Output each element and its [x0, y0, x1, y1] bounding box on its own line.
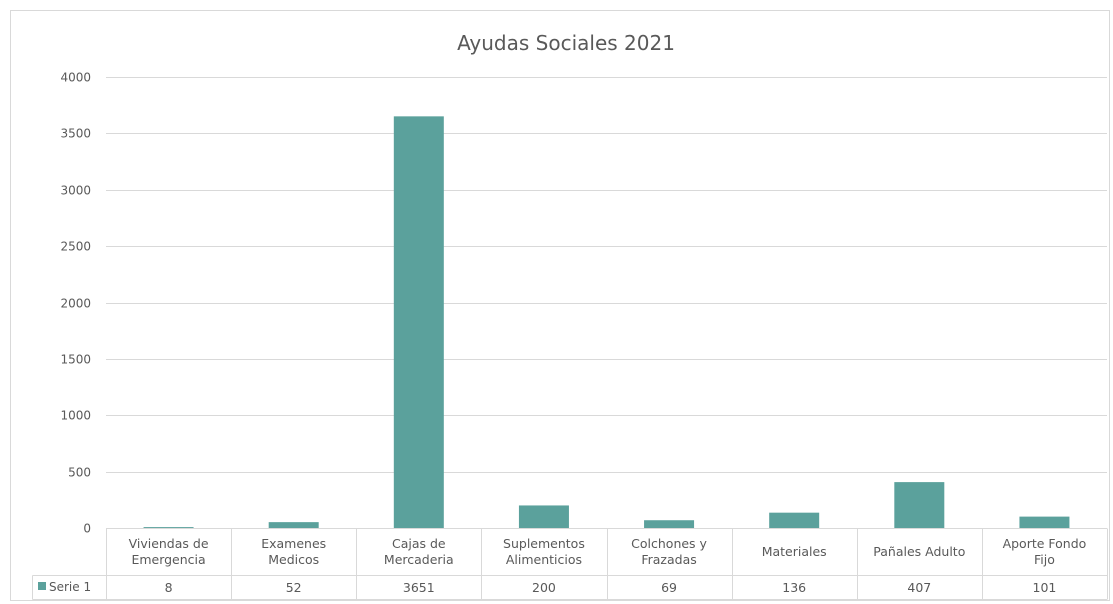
x-category-label: Cajas de	[392, 536, 446, 551]
legend-swatch	[38, 582, 46, 590]
x-category-label: Pañales Adulto	[873, 544, 965, 559]
x-category-label: Mercaderia	[384, 552, 454, 567]
x-category-label: Frazadas	[641, 552, 696, 567]
data-table-value: 69	[661, 580, 677, 595]
data-table-value: 200	[532, 580, 556, 595]
chart-title: Ayudas Sociales 2021	[457, 31, 675, 55]
bar	[518, 505, 569, 528]
x-category-label: Viviendas de	[129, 536, 209, 551]
bar	[143, 527, 194, 528]
data-table-value: 101	[1033, 580, 1057, 595]
data-table-value: 52	[286, 580, 302, 595]
grid-layer	[106, 77, 1107, 473]
y-tick-label: 1000	[60, 409, 91, 423]
x-category-label: Aporte Fondo	[1003, 536, 1087, 551]
x-category-label: Materiales	[762, 544, 827, 559]
x-category-label: Examenes	[261, 536, 326, 551]
bars	[143, 116, 1070, 529]
bar	[393, 116, 444, 529]
bar	[894, 482, 945, 528]
y-tick-label: 2000	[60, 297, 91, 311]
data-table-value: 8	[165, 580, 173, 595]
data-table-value: 3651	[403, 580, 435, 595]
data-table-value: 136	[782, 580, 806, 595]
bar	[1019, 516, 1070, 528]
bar	[644, 520, 695, 528]
y-tick-label: 3500	[60, 127, 91, 141]
y-tick-label: 1500	[60, 353, 91, 367]
data-table-value: 407	[907, 580, 931, 595]
x-category-label: Colchones y	[631, 536, 707, 551]
y-tick-label: 4000	[60, 71, 91, 85]
bar	[268, 522, 319, 528]
legend-series-label: Serie 1	[49, 580, 91, 594]
x-category-label: Suplementos	[503, 536, 585, 551]
x-category-label: Emergencia	[131, 552, 205, 567]
y-tick-label: 500	[68, 466, 91, 480]
y-tick-label: 2500	[60, 240, 91, 254]
y-tick-label: 0	[83, 522, 91, 536]
x-category-label: Fijo	[1034, 552, 1055, 567]
x-category-label: Alimenticios	[506, 552, 582, 567]
x-category-label: Medicos	[268, 552, 319, 567]
y-axis-ticks: 0 500 1000 1500 2000 2500 3000 3500 4000	[60, 71, 91, 536]
y-tick-label: 3000	[60, 184, 91, 198]
bar	[769, 512, 820, 528]
